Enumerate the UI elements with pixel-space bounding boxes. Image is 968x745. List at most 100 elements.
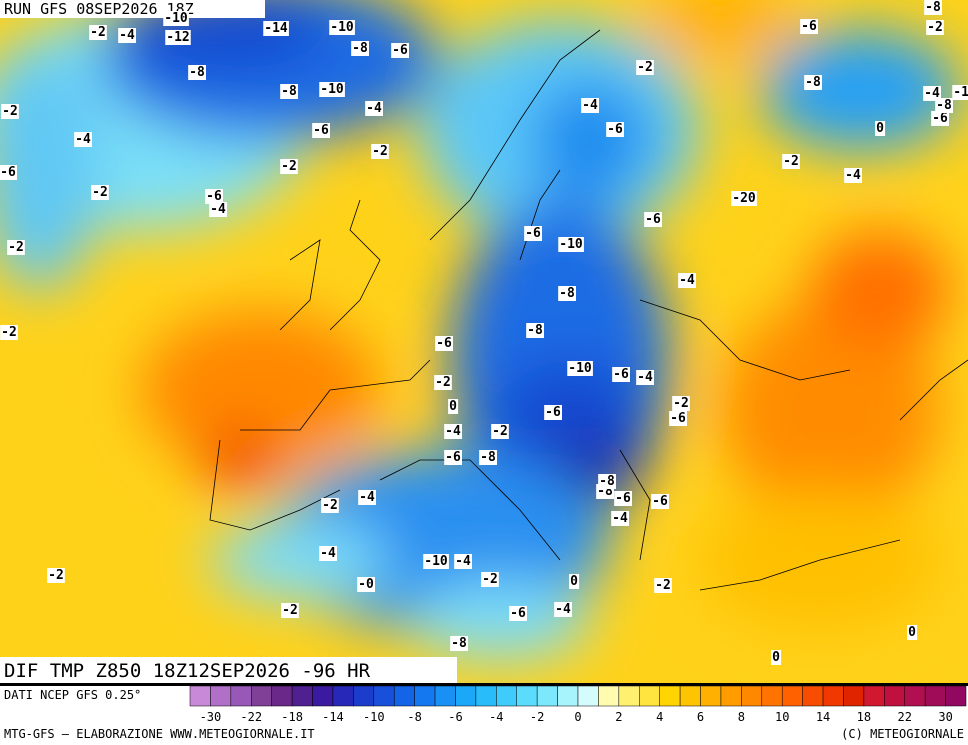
contour-label: -2 xyxy=(92,185,108,200)
colorbar-label: 10 xyxy=(775,710,789,724)
contour-label: -6 xyxy=(652,494,668,509)
colorbar-label: 6 xyxy=(697,710,704,724)
contour-label-bg xyxy=(800,19,818,34)
contour-label-bg xyxy=(952,85,968,100)
colorbar-swatch xyxy=(802,686,824,707)
contour-label-bg xyxy=(636,60,654,75)
contour-label: -4 xyxy=(637,370,653,385)
colorbar-swatch xyxy=(414,686,436,707)
contour-label: -14 xyxy=(264,21,288,36)
colorbar-swatch xyxy=(496,686,517,707)
contour-label-bg xyxy=(263,21,289,36)
contour-label: -6 xyxy=(932,111,948,126)
contour-label: -6 xyxy=(392,43,408,58)
contour-label-bg xyxy=(544,405,562,420)
colorbar-label: -2 xyxy=(530,710,544,724)
contour-label-bg xyxy=(612,367,630,382)
contour-label-bg xyxy=(644,212,662,227)
credit-left: MTG-GFS — ELABORAZIONE WWW.METEOGIORNALE… xyxy=(4,727,315,741)
contour-label: -8 xyxy=(936,98,952,113)
contour-label: -10 xyxy=(424,554,448,569)
footer: DATI NCEP GFS 0.25° MTG-GFS — ELABORAZIO… xyxy=(4,686,967,741)
contour-label-bg xyxy=(454,554,472,569)
contour-label: -2 xyxy=(322,498,338,513)
colorbar-label: -14 xyxy=(322,710,344,724)
contour-label-bg xyxy=(875,121,886,136)
contour-label-bg xyxy=(524,226,542,241)
contour-label: -20 xyxy=(732,191,756,206)
contour-label: -2 xyxy=(783,154,799,169)
contour-label-bg xyxy=(391,43,409,58)
contour-label-bg xyxy=(319,546,337,561)
contour-label: -4 xyxy=(679,273,695,288)
contour-label: -8 xyxy=(559,286,575,301)
contour-label-bg xyxy=(554,602,572,617)
contour-label: -2 xyxy=(482,572,498,587)
colorbar-swatch xyxy=(741,686,763,707)
contour-label: -4 xyxy=(612,511,628,526)
contour-label: -0 xyxy=(358,577,374,592)
field-label: DIF TMP Z850 18Z12SEP2026 -96 HR xyxy=(4,660,371,682)
contour-label: -4 xyxy=(210,202,226,217)
colorbar-swatch xyxy=(884,686,905,707)
contour-label: -6 xyxy=(801,19,817,34)
contour-label: -2 xyxy=(8,240,24,255)
contour-label: -8 xyxy=(352,41,368,56)
contour-label-bg xyxy=(611,511,629,526)
colorbar-swatch xyxy=(271,686,293,707)
contour-label: -6 xyxy=(615,491,631,506)
contour-label: -2 xyxy=(655,578,671,593)
contour-label: -6 xyxy=(670,411,686,426)
contour-label-bg xyxy=(672,396,690,411)
contour-label-bg xyxy=(47,568,65,583)
colorbar-label: -4 xyxy=(489,710,503,724)
contour-label-bg xyxy=(357,577,375,592)
contour-label: -8 xyxy=(599,474,615,489)
contour-label-bg xyxy=(654,578,672,593)
colorbar-swatch xyxy=(945,686,967,707)
colorbar-swatch xyxy=(189,686,211,707)
contour-label: -12 xyxy=(166,30,189,45)
colorbar-label: -22 xyxy=(240,710,262,724)
contour-label: -6 xyxy=(436,336,452,351)
contour-label: -8 xyxy=(281,84,297,99)
colorbar-swatch xyxy=(781,686,803,707)
contour-label-bg xyxy=(771,650,782,665)
contour-label: -6 xyxy=(445,450,461,465)
contour-label: -4 xyxy=(845,168,861,183)
contour-label-bg xyxy=(434,375,452,390)
contour-label-bg xyxy=(358,490,376,505)
contour-label: -2 xyxy=(927,20,943,35)
colorbar-swatch xyxy=(720,686,742,707)
contour-label-bg xyxy=(312,123,330,138)
contour-label-bg xyxy=(435,336,453,351)
colorbar-swatch xyxy=(843,686,865,707)
contour-label-bg xyxy=(351,41,369,56)
colorbar-swatch xyxy=(598,686,620,707)
run-label: RUN GFS 08SEP2026 18Z xyxy=(4,0,194,18)
contour-label: -2 xyxy=(48,568,64,583)
colorbar-swatch xyxy=(353,686,375,707)
contour-label: -8 xyxy=(527,323,543,338)
colorbar-label: -6 xyxy=(448,710,462,724)
contour-label: -10 xyxy=(164,11,188,26)
contour-label: -4 xyxy=(119,28,135,43)
contour-label: -6 xyxy=(510,606,526,621)
contour-label: -6 xyxy=(313,123,329,138)
contour-label-bg xyxy=(731,191,757,206)
contour-label-bg xyxy=(319,82,345,97)
contour-label-bg xyxy=(606,122,624,137)
contour-label-bg xyxy=(205,189,223,204)
contour-label-bg xyxy=(209,202,227,217)
contour-label: -4 xyxy=(359,490,375,505)
colorbar-swatch xyxy=(312,686,334,707)
contour-label-bg xyxy=(365,101,383,116)
contour-label-bg xyxy=(567,361,593,376)
contour-label-bg xyxy=(581,98,599,113)
contour-label: -6 xyxy=(545,405,561,420)
contour-label: -2 xyxy=(435,375,451,390)
contour-label-bg xyxy=(74,132,92,147)
contour-label-bg xyxy=(844,168,862,183)
contour-label-bg xyxy=(423,554,449,569)
contour-label-bg xyxy=(188,65,206,80)
